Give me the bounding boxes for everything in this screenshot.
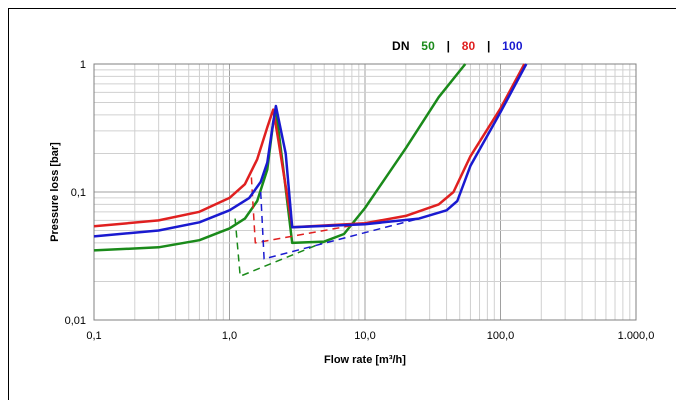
y-tick-label: 1 <box>80 59 86 71</box>
series-layer <box>93 63 528 277</box>
grid <box>93 64 636 321</box>
series-line-4 <box>93 63 528 238</box>
legend-title: DN <box>392 39 410 53</box>
legend-separator: | <box>446 39 451 53</box>
y-tick-label: 0,01 <box>65 315 86 327</box>
legend-entry-100: 100 <box>502 39 523 53</box>
x-tick-label: 0,1 <box>86 330 101 342</box>
chart-frame <box>8 8 676 400</box>
y-axis-title: Pressure loss [bar] <box>49 142 61 242</box>
x-tick-label: 100,0 <box>487 330 515 342</box>
x-tick-label: 10,0 <box>354 330 375 342</box>
legend-separator: | <box>486 39 491 53</box>
x-axis-title: Flow rate [m³/h] <box>324 354 406 366</box>
plot-border <box>93 63 637 321</box>
tick-labels: 0,1 1,0 10,0 100,0 1.000,00,010,11 <box>65 59 655 342</box>
series-line-5 <box>259 191 420 260</box>
series-line-2 <box>93 63 526 229</box>
series-line-3 <box>250 177 366 244</box>
x-tick-label: 1.000,0 <box>618 330 655 342</box>
y-tick-label: 0,1 <box>71 187 86 199</box>
legend: DN 50 | 80 | 100 <box>392 39 531 53</box>
legend-entry-50: 50 <box>421 39 436 53</box>
series-line-1 <box>234 218 345 277</box>
legend-entry-80: 80 <box>461 39 476 53</box>
x-tick-label: 1,0 <box>222 330 237 342</box>
